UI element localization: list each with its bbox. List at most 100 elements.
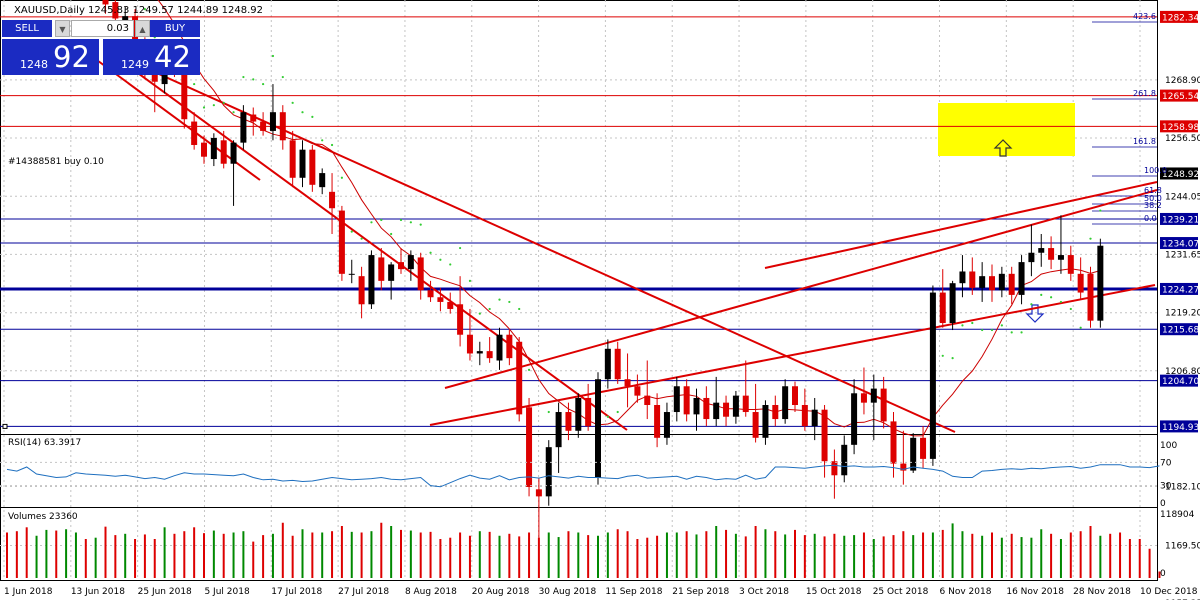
sar-dot	[232, 111, 235, 114]
candle	[969, 257, 976, 295]
candle-body	[1067, 255, 1074, 274]
sell-button[interactable]: SELL	[2, 20, 52, 37]
candle-body	[230, 142, 237, 164]
candle-body	[555, 412, 562, 448]
sar-dot	[409, 221, 412, 224]
candle	[979, 262, 986, 302]
price-level-label: 1248.92	[1162, 170, 1199, 180]
rsi-tick-label: 100	[1160, 441, 1177, 451]
buy-price-small: 1249	[121, 58, 149, 71]
candle	[1077, 257, 1084, 300]
candle-body	[1077, 273, 1084, 293]
candle-body	[1057, 255, 1064, 260]
candle	[358, 266, 365, 319]
candle-body	[348, 273, 355, 275]
candle-body	[683, 386, 690, 415]
sar-dot	[370, 221, 373, 224]
parabolic-sar	[143, 8, 1102, 418]
candle	[102, 0, 109, 14]
sar-dot	[262, 82, 265, 86]
candle-body	[1018, 262, 1025, 295]
sar-dot	[281, 75, 284, 79]
sar-dot	[143, 8, 146, 11]
candle-body	[654, 405, 661, 438]
candle-body	[388, 264, 395, 281]
candle	[506, 330, 513, 366]
candle	[407, 250, 414, 281]
candle-body	[831, 461, 838, 476]
price-tick-label: 1219.20	[1165, 309, 1200, 319]
price-level-label: 1258.98	[1162, 123, 1199, 133]
candle-body	[516, 341, 523, 415]
sar-dot	[291, 101, 294, 104]
candle-body	[191, 121, 198, 145]
candle-body	[486, 351, 493, 359]
sar-dot	[212, 104, 215, 107]
candle	[989, 264, 995, 302]
sar-dot	[1089, 237, 1092, 240]
lot-size-input[interactable]	[71, 20, 134, 37]
candle	[378, 248, 385, 291]
candle	[870, 374, 877, 441]
candle-body	[585, 397, 592, 427]
sar-dot	[981, 328, 984, 332]
candle	[841, 435, 848, 483]
rsi-tick-label: 0	[1160, 499, 1166, 509]
sar-dot	[1059, 300, 1063, 304]
volume-tick-label: 118904	[1160, 510, 1195, 520]
candle	[860, 367, 867, 415]
buy-button[interactable]: BUY	[150, 20, 200, 37]
candle-body	[900, 463, 907, 471]
candle-body	[260, 121, 267, 131]
buy-price-box[interactable]: 1249 42	[103, 39, 200, 75]
candle	[565, 402, 572, 441]
candle-body	[949, 283, 956, 324]
sell-price-box[interactable]: 1248 92	[2, 39, 99, 75]
sar-dot	[508, 300, 511, 304]
candle-body	[1087, 273, 1094, 321]
price-level-tag	[1160, 212, 1198, 225]
candle-body	[526, 407, 533, 487]
candle-body	[122, 16, 129, 21]
date-tick-label: 11 Sep 2018	[605, 587, 662, 597]
price-tick-label: 1256.50	[1165, 134, 1200, 144]
date-tick-label: 13 Jun 2018	[71, 587, 125, 597]
candle	[821, 405, 828, 478]
candle	[683, 379, 690, 422]
sar-dot	[1050, 296, 1053, 299]
candle-body	[920, 437, 927, 459]
sar-dot	[468, 279, 472, 282]
candle	[723, 395, 730, 427]
candle-body	[969, 271, 976, 288]
price-level-tag	[1160, 237, 1198, 250]
candle	[959, 255, 966, 298]
candle	[604, 339, 611, 389]
candle	[516, 337, 523, 422]
sar-dot	[419, 223, 422, 226]
price-level-tag	[1160, 89, 1198, 102]
price-level-label: 1239.21	[1162, 215, 1199, 225]
candle	[910, 433, 917, 473]
sar-dot	[1079, 326, 1082, 329]
candle	[920, 426, 927, 469]
candle-body	[289, 140, 296, 178]
lot-increase-button[interactable]: ▲	[135, 20, 150, 37]
candle	[634, 374, 641, 403]
price-level-tag	[1160, 282, 1198, 295]
sar-dot	[547, 410, 550, 414]
candle	[998, 266, 1005, 298]
candle-body	[447, 301, 454, 309]
lot-decrease-button[interactable]: ▼	[55, 20, 70, 37]
buy-price-big: 42	[154, 40, 191, 74]
candle	[949, 280, 956, 331]
candle-body	[457, 304, 464, 335]
candle-body	[319, 173, 326, 188]
candle-body	[1048, 248, 1055, 260]
candle	[644, 360, 651, 420]
price-level-label: 1204.70	[1162, 377, 1199, 387]
date-tick-label: 25 Oct 2018	[873, 587, 929, 597]
candle-body	[378, 257, 385, 281]
sell-price-big: 92	[53, 40, 90, 74]
candle	[801, 388, 808, 431]
candle-body	[851, 393, 858, 445]
